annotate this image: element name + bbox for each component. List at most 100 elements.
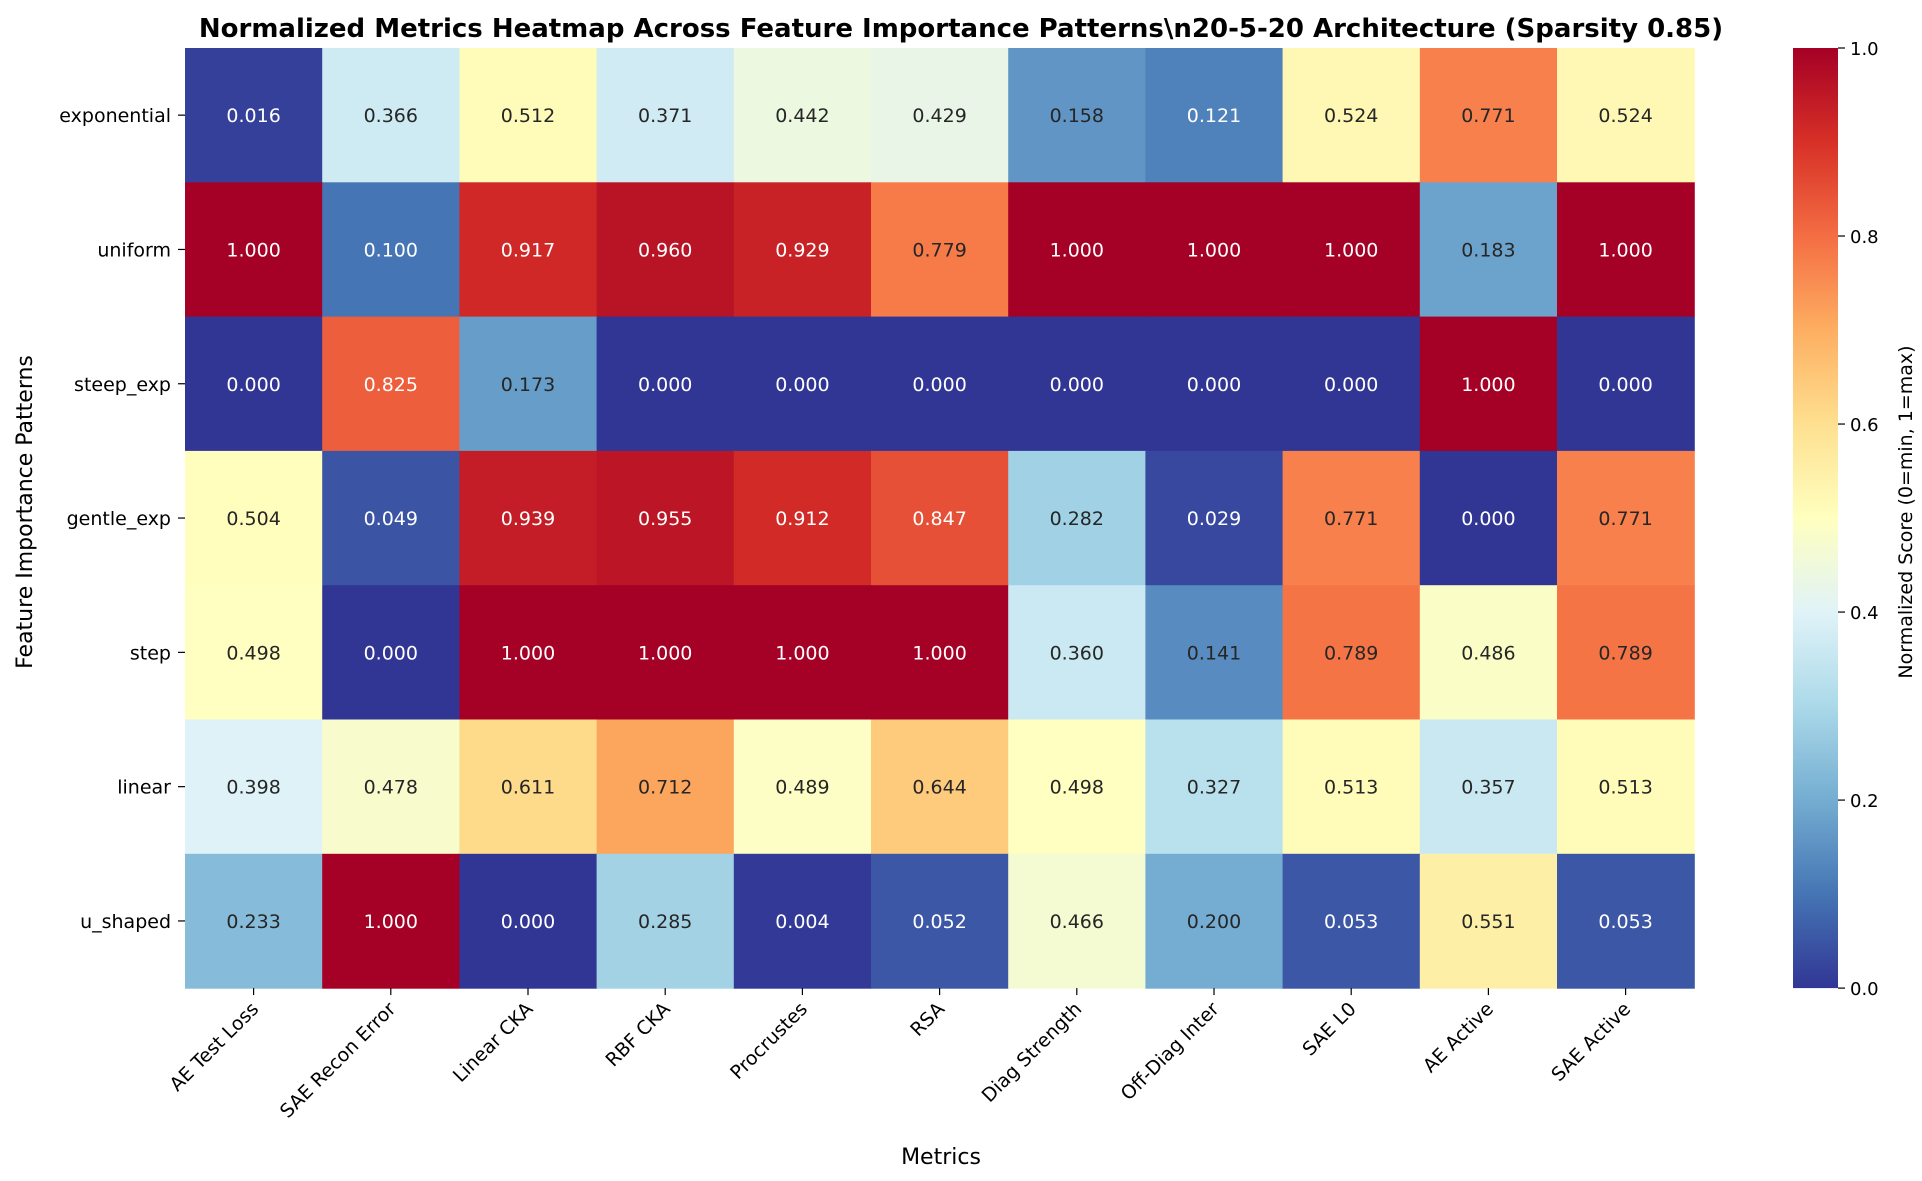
cell-value-label: 0.000 (638, 374, 692, 396)
heatmap-cell (459, 182, 598, 318)
cell-value-label: 0.929 (775, 239, 829, 261)
cell-value-label: 0.285 (638, 911, 692, 933)
x-tick-label: Off-Diag Inter (1117, 998, 1224, 1105)
colorbar-tick-label: 0.4 (1850, 603, 1879, 624)
cell-value-label: 0.121 (1187, 105, 1241, 127)
cell-value-label: 0.327 (1187, 777, 1241, 799)
heatmap-cell (1145, 853, 1284, 989)
x-tick-label: Procrustes (726, 998, 812, 1084)
heatmap-cell (1419, 48, 1558, 183)
cell-value-label: 0.000 (775, 374, 829, 396)
cell-value-label: 0.524 (1324, 105, 1378, 127)
cell-value-label: 0.771 (1324, 508, 1378, 530)
cell-value-label: 0.524 (1598, 105, 1652, 127)
heatmap-cell (596, 450, 735, 586)
heatmap-cell (596, 48, 735, 183)
colorbar-tick-label: 0.8 (1850, 227, 1879, 248)
heatmap-cell (322, 48, 460, 183)
cell-value-label: 0.513 (1324, 777, 1378, 799)
cell-value-label: 0.053 (1324, 911, 1378, 933)
heatmap-cell (871, 48, 1009, 183)
cell-value-label: 0.917 (501, 239, 555, 261)
heatmap-cell (1145, 48, 1284, 183)
heatmap-cell (459, 48, 598, 183)
x-tick-label: Linear CKA (449, 998, 538, 1087)
heatmap-cell (733, 450, 872, 586)
heatmap-cell (871, 450, 1009, 586)
heatmap-cell (1145, 719, 1284, 855)
cell-value-label: 0.466 (1050, 911, 1104, 933)
cell-value-label: 0.000 (1461, 508, 1515, 530)
cell-value-label: 0.000 (1187, 374, 1241, 396)
y-axis-ticks: exponential uniform steep_exp gentle_expste… (59, 105, 185, 933)
heatmap-cell (1419, 585, 1558, 721)
x-tick-label: AE Active (1419, 998, 1498, 1077)
heatmap-cell (733, 719, 872, 855)
heatmap-cell (1557, 719, 1695, 855)
heatmap-cell (185, 853, 323, 989)
cell-value-label: 1.000 (638, 642, 692, 664)
heatmap-cell (733, 585, 872, 721)
cell-value-label: 0.611 (501, 777, 555, 799)
cell-value-label: 0.644 (912, 777, 966, 799)
heatmap-cells (185, 48, 1695, 989)
cell-value-label: 0.000 (1598, 374, 1652, 396)
heatmap-cell (733, 853, 872, 989)
cell-value-label: 0.357 (1461, 777, 1515, 799)
cell-value-label: 0.825 (364, 374, 418, 396)
heatmap-cell (322, 585, 460, 721)
cell-value-label: 1.000 (1598, 239, 1652, 261)
cell-value-label: 0.183 (1461, 239, 1515, 261)
cell-value-label: 0.429 (912, 105, 966, 127)
x-tick-label: SAE Active (1547, 998, 1635, 1086)
heatmap-cell-labels: 0.016 0.366 0.512 0.371 0.442 0.429 0.158 0.121… (226, 105, 1652, 933)
heatmap-cell (1282, 853, 1421, 989)
heatmap-cell (185, 316, 323, 452)
cell-value-label: 0.000 (226, 374, 280, 396)
cell-value-label: 0.779 (912, 239, 966, 261)
cell-value-label: 0.789 (1324, 642, 1378, 664)
heatmap-cell (1008, 585, 1146, 721)
heatmap-cell (596, 585, 735, 721)
cell-value-label: 0.016 (226, 105, 280, 127)
y-tick-label: step (130, 642, 171, 664)
heatmap-cell (459, 450, 598, 586)
heatmap-cell (871, 719, 1009, 855)
heatmap-cell (459, 585, 598, 721)
heatmap-cell (1419, 182, 1558, 318)
cell-value-label: 0.371 (638, 105, 692, 127)
cell-value-label: 0.282 (1050, 508, 1104, 530)
y-tick-label: linear (117, 777, 171, 799)
cell-value-label: 1.000 (1187, 239, 1241, 261)
cell-value-label: 1.000 (1461, 374, 1515, 396)
cell-value-label: 0.498 (226, 642, 280, 664)
x-tick-label: SAE Recon Error (276, 998, 401, 1123)
heatmap-cell (185, 182, 323, 318)
y-tick-label: u_shaped (80, 911, 171, 933)
heatmap-cell (1282, 182, 1421, 318)
y-tick-label: gentle_exp (67, 508, 171, 530)
cell-value-label: 0.912 (775, 508, 829, 530)
heatmap-cell (1557, 316, 1695, 452)
heatmap-cell (596, 182, 735, 318)
colorbar-tick-label: 0.2 (1850, 791, 1879, 812)
cell-value-label: 0.053 (1598, 911, 1652, 933)
heatmap-cell (1145, 585, 1284, 721)
y-tick-label: uniform (97, 239, 171, 261)
cell-value-label: 1.000 (1050, 239, 1104, 261)
cell-value-label: 1.000 (775, 642, 829, 664)
heatmap-cell (596, 719, 735, 855)
heatmap-cell (1282, 719, 1421, 855)
heatmap-cell (322, 316, 460, 452)
cell-value-label: 0.489 (775, 777, 829, 799)
cell-value-label: 0.789 (1598, 642, 1652, 664)
cell-value-label: 0.939 (501, 508, 555, 530)
cell-value-label: 1.000 (364, 911, 418, 933)
heatmap-cell (1008, 719, 1146, 855)
colorbar: 0.0 0.2 0.4 0.6 0.8 1.0 (1793, 39, 1879, 1000)
y-tick-label: exponential (59, 105, 171, 127)
heatmap-cell (1282, 585, 1421, 721)
cell-value-label: 0.233 (226, 911, 280, 933)
cell-value-label: 0.960 (638, 239, 692, 261)
